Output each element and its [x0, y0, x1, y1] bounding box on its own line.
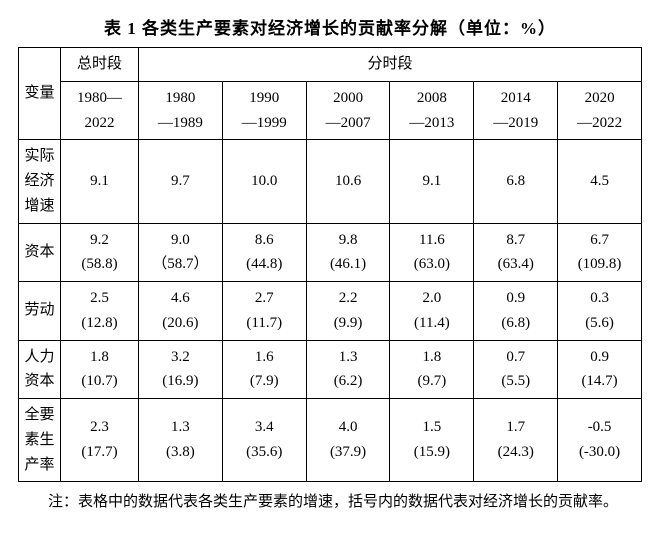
- cell: 6.8: [474, 140, 558, 223]
- table-row: 人力资本 1.8(10.7) 3.2(16.9) 1.6(7.9) 1.3(6.…: [19, 340, 642, 399]
- cell: 0.7(5.5): [474, 340, 558, 399]
- cell: 3.2(16.9): [139, 340, 223, 399]
- cell: 4.0(37.9): [306, 399, 390, 482]
- row-label: 劳动: [19, 282, 61, 341]
- cell: 2.2(9.9): [306, 282, 390, 341]
- header-p6: 2020—2022: [558, 81, 642, 140]
- cell: 10.6: [306, 140, 390, 223]
- header-total-period: 总时段: [61, 48, 139, 82]
- cell: 4.5: [558, 140, 642, 223]
- table-row: 劳动 2.5(12.8) 4.6(20.6) 2.7(11.7) 2.2(9.9…: [19, 282, 642, 341]
- cell: 2.5(12.8): [61, 282, 139, 341]
- table-row: 资本 9.2(58.8) 9.0（58.7） 8.6(44.8) 9.8(46.…: [19, 223, 642, 282]
- data-table: 变量 总时段 分时段 1980—2022 1980—1989 1990—1999…: [18, 47, 642, 482]
- cell: 0.9(14.7): [558, 340, 642, 399]
- cell: 9.0（58.7）: [139, 223, 223, 282]
- cell: 0.3(5.6): [558, 282, 642, 341]
- cell: 1.8(9.7): [390, 340, 474, 399]
- cell: 1.3(3.8): [139, 399, 223, 482]
- header-p5: 2014—2019: [474, 81, 558, 140]
- cell: 8.7(63.4): [474, 223, 558, 282]
- cell: 1.8(10.7): [61, 340, 139, 399]
- cell: 2.7(11.7): [222, 282, 306, 341]
- table-row: 实际经济增速 9.1 9.7 10.0 10.6 9.1 6.8 4.5: [19, 140, 642, 223]
- cell: 2.3(17.7): [61, 399, 139, 482]
- header-variable: 变量: [19, 48, 61, 140]
- cell: 0.9(6.8): [474, 282, 558, 341]
- header-p1: 1980—1989: [139, 81, 223, 140]
- cell: 10.0: [222, 140, 306, 223]
- cell: 6.7(109.8): [558, 223, 642, 282]
- header-sub-period: 分时段: [139, 48, 642, 82]
- row-label: 实际经济增速: [19, 140, 61, 223]
- table-row: 全要素生产率 2.3(17.7) 1.3(3.8) 3.4(35.6) 4.0(…: [19, 399, 642, 482]
- header-p4: 2008—2013: [390, 81, 474, 140]
- cell: 2.0(11.4): [390, 282, 474, 341]
- header-p2: 1990—1999: [222, 81, 306, 140]
- cell: 9.1: [390, 140, 474, 223]
- cell: 9.7: [139, 140, 223, 223]
- cell: 8.6(44.8): [222, 223, 306, 282]
- cell: 1.5(15.9): [390, 399, 474, 482]
- table-title: 表 1 各类生产要素对经济增长的贡献率分解（单位：%）: [18, 14, 642, 39]
- header-row-2: 1980—2022 1980—1989 1990—1999 2000—2007 …: [19, 81, 642, 140]
- header-row-1: 变量 总时段 分时段: [19, 48, 642, 82]
- cell: 1.7(24.3): [474, 399, 558, 482]
- cell: 11.6(63.0): [390, 223, 474, 282]
- cell: 9.8(46.1): [306, 223, 390, 282]
- header-p3: 2000—2007: [306, 81, 390, 140]
- cell: -0.5(-30.0): [558, 399, 642, 482]
- cell: 9.1: [61, 140, 139, 223]
- row-label: 全要素生产率: [19, 399, 61, 482]
- cell: 1.3(6.2): [306, 340, 390, 399]
- cell: 9.2(58.8): [61, 223, 139, 282]
- table-note: 注：表格中的数据代表各类生产要素的增速，括号内的数据代表对经济增长的贡献率。: [18, 488, 642, 517]
- row-label: 人力资本: [19, 340, 61, 399]
- header-total-range: 1980—2022: [61, 81, 139, 140]
- cell: 3.4(35.6): [222, 399, 306, 482]
- cell: 1.6(7.9): [222, 340, 306, 399]
- row-label: 资本: [19, 223, 61, 282]
- cell: 4.6(20.6): [139, 282, 223, 341]
